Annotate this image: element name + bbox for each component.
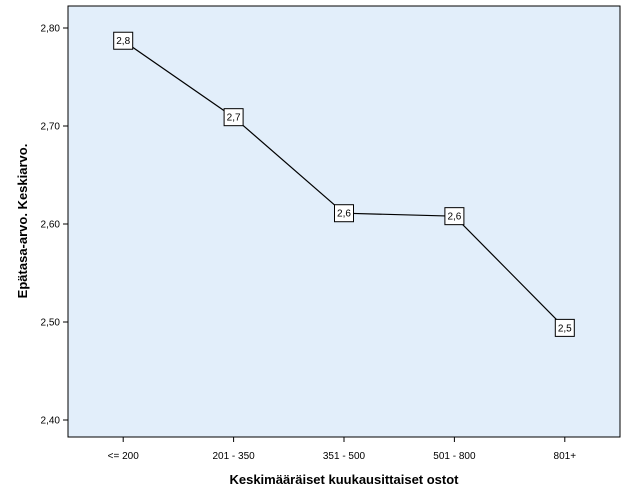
- data-label-box: [444, 207, 465, 226]
- y-tick-label: 2,60: [41, 220, 61, 231]
- data-label-box: [554, 318, 575, 337]
- data-label-box: [113, 31, 134, 50]
- x-axis: <= 200 201 - 350 351 - 500 501 - 800 801+: [108, 437, 577, 462]
- data-label: 2,6: [337, 209, 351, 220]
- y-tick-label: 2,50: [41, 318, 61, 329]
- data-label-box: [334, 204, 354, 223]
- data-label: 2,6: [447, 212, 461, 223]
- data-point: 2,8: [113, 31, 134, 50]
- data-markers: 2,8 2,7 2,6 2,6 2,5: [113, 31, 575, 337]
- x-tick-label: <= 200: [108, 451, 140, 462]
- x-tick-label: 801+: [554, 451, 577, 462]
- data-point: 2,6: [334, 204, 354, 223]
- y-tick-label: 2,40: [41, 416, 61, 427]
- x-tick-label: 351 - 500: [323, 451, 366, 462]
- data-label: 2,8: [116, 36, 130, 47]
- data-point: 2,6: [444, 207, 465, 226]
- data-point: 2,7: [223, 108, 244, 127]
- y-axis-title: Epätasa-arvo. Keskiarvo.: [15, 144, 30, 299]
- data-label: 2,5: [558, 323, 572, 334]
- x-tick-label: 201 - 350: [212, 451, 255, 462]
- y-tick-label: 2,70: [41, 122, 61, 133]
- data-label-box: [223, 108, 244, 127]
- data-label: 2,7: [227, 113, 241, 124]
- x-tick-label: 501 - 800: [433, 451, 476, 462]
- data-point: 2,5: [554, 318, 575, 337]
- y-tick-label: 2,80: [41, 24, 61, 35]
- x-axis-title: Keskimääräiset kuukausittaiset ostot: [229, 472, 459, 487]
- y-axis: 2,40 2,50 2,60 2,70 2,80: [41, 24, 68, 427]
